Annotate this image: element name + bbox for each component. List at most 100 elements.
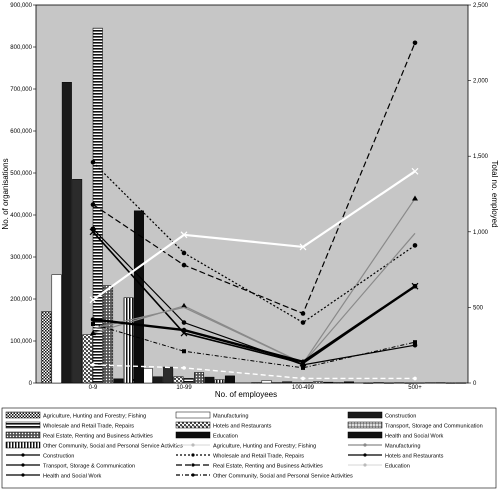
legend-swatch: [175, 411, 211, 419]
left-tick-label: 400,000: [10, 213, 32, 219]
bar-8-100-499: [323, 381, 334, 384]
bar-2-10-99: [142, 368, 153, 384]
bar-9-500+: [445, 382, 456, 384]
line-point: [91, 322, 95, 327]
line-series: [89, 40, 419, 381]
line-point: [181, 262, 187, 268]
legend-swatch: [5, 441, 41, 449]
bar-5-10-99: [173, 376, 184, 384]
line-point: [89, 296, 97, 304]
line-point: [91, 363, 95, 367]
legend-label: Other Community, Social and Personal Ser…: [43, 444, 183, 450]
line-point: [301, 365, 305, 370]
line-series-9: [92, 285, 416, 364]
legend-swatch: [175, 421, 211, 429]
bar-4-0-9: [72, 179, 83, 384]
line-series-8: [92, 232, 416, 365]
legend-swatch: [5, 431, 41, 439]
line-point: [300, 320, 306, 325]
bar-2-500+: [373, 382, 384, 384]
legend-label: Real Estate, Renting and Business Activi…: [43, 434, 153, 440]
line-point: [301, 376, 305, 381]
legend: Agriculture, Hunting and Forestry; Fishi…: [5, 411, 483, 480]
line-point: [90, 226, 96, 232]
line-series-5: [92, 161, 416, 324]
bar-9-10-99: [214, 379, 225, 384]
legend-label: Agriculture, Hunting and Forestry; Fishi…: [213, 444, 316, 450]
legend-label: Transport, Storage & Communication: [43, 464, 135, 470]
legend-label: Manufacturing: [385, 444, 420, 450]
line-point: [299, 243, 307, 251]
left-tick-label: 700,000: [10, 87, 32, 93]
line-point: [412, 195, 418, 201]
bar-3-100-499: [271, 382, 282, 384]
legend-label: Construction: [43, 454, 74, 460]
line-point: [90, 159, 96, 165]
x-axis-title: No. of employees: [215, 390, 277, 399]
legend-label: Hotels and Restaurants: [385, 454, 444, 460]
legend-swatch: [347, 421, 383, 429]
legend-label: Health and Social Work: [43, 474, 102, 480]
right-tick-label: 1,000: [473, 230, 489, 236]
bar-8-10-99: [204, 376, 215, 384]
x-tick-label: 0-9: [89, 385, 98, 391]
bar-5-0-9: [82, 334, 93, 384]
x-tick-label: 500+: [408, 385, 422, 391]
bar-8-0-9: [113, 378, 124, 384]
bar-10-10-99: [224, 375, 235, 384]
left-tick-label: 900,000: [10, 3, 32, 9]
legend-label: Wholesale and Retail Trade, Repairs: [213, 454, 304, 460]
line-point: [412, 283, 418, 289]
line-point: [411, 167, 419, 175]
bar-5-100-499: [292, 382, 303, 384]
bar-3-10-99: [152, 376, 163, 384]
line-series-10: [92, 170, 416, 301]
legend-box: [1, 407, 497, 489]
line-point: [300, 359, 306, 365]
bar-7-100-499: [313, 381, 324, 384]
legend-label: Education: [385, 464, 410, 470]
legend-swatch: [5, 411, 41, 419]
legend-swatch: [5, 421, 41, 429]
line-point: [181, 327, 187, 333]
bar-1-0-9: [41, 311, 52, 384]
legend-label: Agriculture, Hunting and Forestry; Fishi…: [43, 414, 146, 420]
legend-marker: [363, 463, 367, 467]
line-point: [182, 366, 186, 370]
left-tick-label: 500,000: [10, 171, 32, 177]
bar-4-500+: [394, 382, 405, 384]
bar-10-100-499: [343, 381, 354, 384]
bar-6-10-99: [183, 378, 194, 384]
bar-1-100-499: [251, 382, 262, 384]
line-point: [413, 340, 417, 345]
left-tick-label: 0: [29, 381, 33, 387]
line-point: [182, 349, 186, 354]
bar-2-100-499: [261, 380, 272, 384]
bar-3-500+: [383, 382, 394, 384]
line-point: [181, 250, 187, 256]
legend-marker: [21, 453, 25, 457]
line-series-4: [92, 364, 415, 380]
bar-4-100-499: [282, 381, 293, 384]
legend-label: Real Estate, Renting and Business Activi…: [213, 464, 323, 470]
line-point: [181, 302, 187, 308]
bar-5-500+: [404, 382, 415, 384]
left-tick-label: 100,000: [10, 339, 32, 345]
bar-7-0-9: [103, 285, 114, 384]
line-point: [180, 231, 188, 239]
line-point: [90, 202, 96, 207]
line-point: [300, 311, 306, 316]
legend-label: Health and Social Work: [385, 434, 444, 440]
legend-swatch: [175, 431, 211, 439]
legend-marker: [191, 453, 195, 457]
left-tick-label: 800,000: [10, 45, 32, 51]
right-tick-label: 2,000: [473, 79, 489, 85]
left-tick-label: 200,000: [10, 297, 32, 303]
right-tick-label: 1,500: [473, 154, 489, 160]
left-tick-label: 300,000: [10, 255, 32, 261]
bar-1-500+: [363, 382, 374, 384]
bar-3-0-9: [61, 82, 72, 384]
x-tick-label: 100-499: [292, 385, 315, 391]
bar-6-500+: [414, 382, 425, 384]
